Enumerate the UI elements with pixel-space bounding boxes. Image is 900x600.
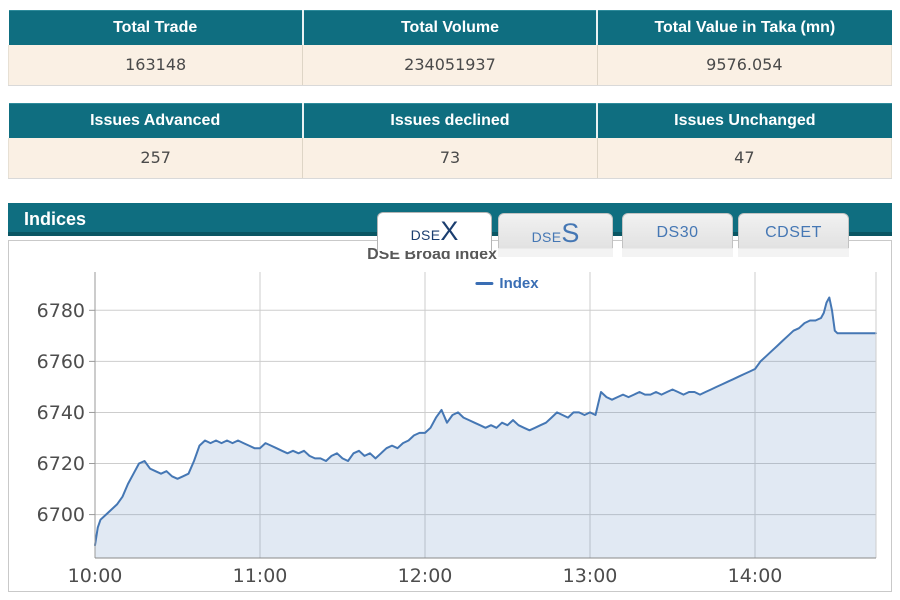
y-tick-label: 6780 — [37, 300, 85, 322]
header-total-value: Total Value in Taka (mn) — [597, 10, 892, 45]
summary-table-issues: Issues Advanced Issues declined Issues U… — [7, 103, 893, 179]
x-tick-label: 12:00 — [398, 565, 453, 587]
chart-legend: Index — [475, 275, 539, 292]
value-total-value: 9576.054 — [596, 44, 893, 86]
table-header-row: Issues Advanced Issues declined Issues U… — [8, 103, 892, 138]
tab-cdset-label: CDSET — [765, 224, 822, 241]
header-issues-declined: Issues declined — [302, 103, 599, 138]
tab-dses[interactable]: DSES — [498, 213, 613, 257]
value-issues-unchanged: 47 — [596, 137, 893, 179]
area-fill — [95, 297, 876, 558]
x-tick-label: 14:00 — [728, 565, 783, 587]
value-total-trade: 163148 — [7, 44, 304, 86]
header-issues-unchanged: Issues Unchanged — [597, 103, 892, 138]
tab-dses-label-small: DSE — [531, 229, 562, 245]
indices-section-title: Indices — [24, 209, 87, 229]
tab-dsex-label-large: X — [440, 216, 459, 246]
summary-table-trade: Total Trade Total Volume Total Value in … — [7, 10, 893, 86]
y-tick-label: 6740 — [37, 402, 85, 424]
value-issues-advanced: 257 — [7, 137, 304, 179]
table-header-row: Total Trade Total Volume Total Value in … — [8, 10, 892, 45]
tab-dses-label-large: S — [561, 218, 580, 248]
x-tick-label: 13:00 — [563, 565, 618, 587]
indices-chart-panel — [8, 240, 892, 592]
tab-cdset[interactable]: CDSET — [738, 213, 849, 257]
value-total-volume: 234051937 — [302, 44, 598, 86]
x-tick-label: 11:00 — [233, 565, 288, 587]
tab-ds30[interactable]: DS30 — [622, 213, 733, 257]
legend-label: Index — [499, 275, 539, 292]
y-tick-label: 6720 — [37, 453, 85, 475]
header-total-volume: Total Volume — [302, 10, 599, 45]
legend-line-icon — [475, 282, 494, 285]
index-line — [94, 296, 877, 547]
tab-ds30-label: DS30 — [656, 224, 699, 241]
table-value-row: 163148 234051937 9576.054 — [7, 44, 893, 86]
tab-dsex-label-small: DSE — [410, 227, 441, 243]
indices-section: Indices DSEX DSES DS30 CDSET DSE Broad I… — [8, 203, 892, 592]
tab-dsex[interactable]: DSEX — [377, 212, 492, 251]
table-value-row: 257 73 47 — [7, 137, 893, 179]
x-tick-label: 10:00 — [68, 565, 123, 587]
header-total-trade: Total Trade — [8, 10, 304, 45]
y-tick-label: 6700 — [37, 504, 85, 526]
y-tick-label: 6760 — [37, 351, 85, 373]
header-issues-advanced: Issues Advanced — [8, 103, 304, 138]
index-area-chart: 6700 6720 6740 6760 6780 10:00 11:00 12:00 13:00… — [37, 272, 877, 587]
value-issues-declined: 73 — [302, 137, 598, 179]
